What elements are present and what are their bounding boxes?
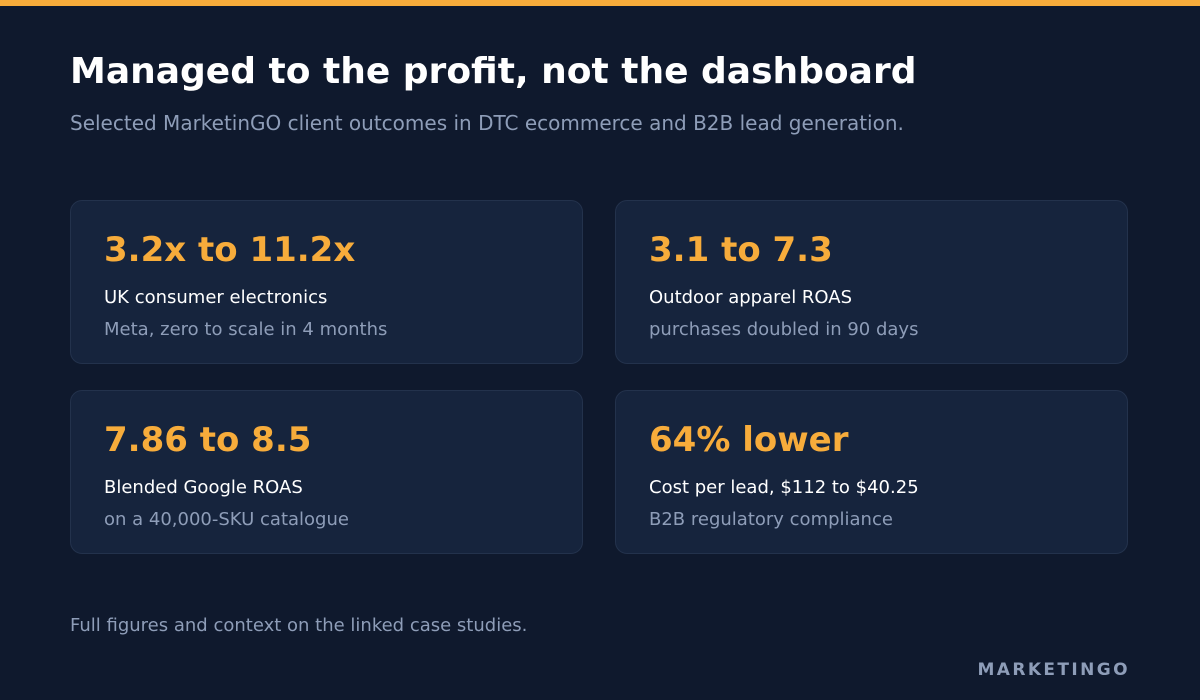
card-metric: 3.2x to 11.2x xyxy=(104,230,356,270)
result-card-outdoor-apparel: 3.1 to 7.3 Outdoor apparel ROAS purchase… xyxy=(615,200,1128,364)
brand-wordmark: MARKETINGO xyxy=(977,660,1130,680)
top-accent-bar xyxy=(0,0,1200,6)
card-label: Blended Google ROAS xyxy=(104,477,303,498)
card-metric: 7.86 to 8.5 xyxy=(104,420,312,460)
card-label: Outdoor apparel ROAS xyxy=(649,287,853,308)
card-note: purchases doubled in 90 days xyxy=(649,319,919,340)
footnote: Full figures and context on the linked c… xyxy=(70,615,528,636)
page-title: Managed to the profit, not the dashboard xyxy=(70,51,917,92)
card-metric: 3.1 to 7.3 xyxy=(649,230,833,270)
card-note: on a 40,000-SKU catalogue xyxy=(104,509,349,530)
card-label: UK consumer electronics xyxy=(104,287,328,308)
card-label: Cost per lead, $112 to $40.25 xyxy=(649,477,919,498)
result-card-uk-electronics: 3.2x to 11.2x UK consumer electronics Me… xyxy=(70,200,583,364)
card-note: Meta, zero to scale in 4 months xyxy=(104,319,388,340)
card-metric: 64% lower xyxy=(649,420,849,460)
result-card-google-roas: 7.86 to 8.5 Blended Google ROAS on a 40,… xyxy=(70,390,583,554)
result-card-cost-per-lead: 64% lower Cost per lead, $112 to $40.25 … xyxy=(615,390,1128,554)
card-note: B2B regulatory compliance xyxy=(649,509,893,530)
page-subtitle: Selected MarketinGO client outcomes in D… xyxy=(70,111,904,135)
